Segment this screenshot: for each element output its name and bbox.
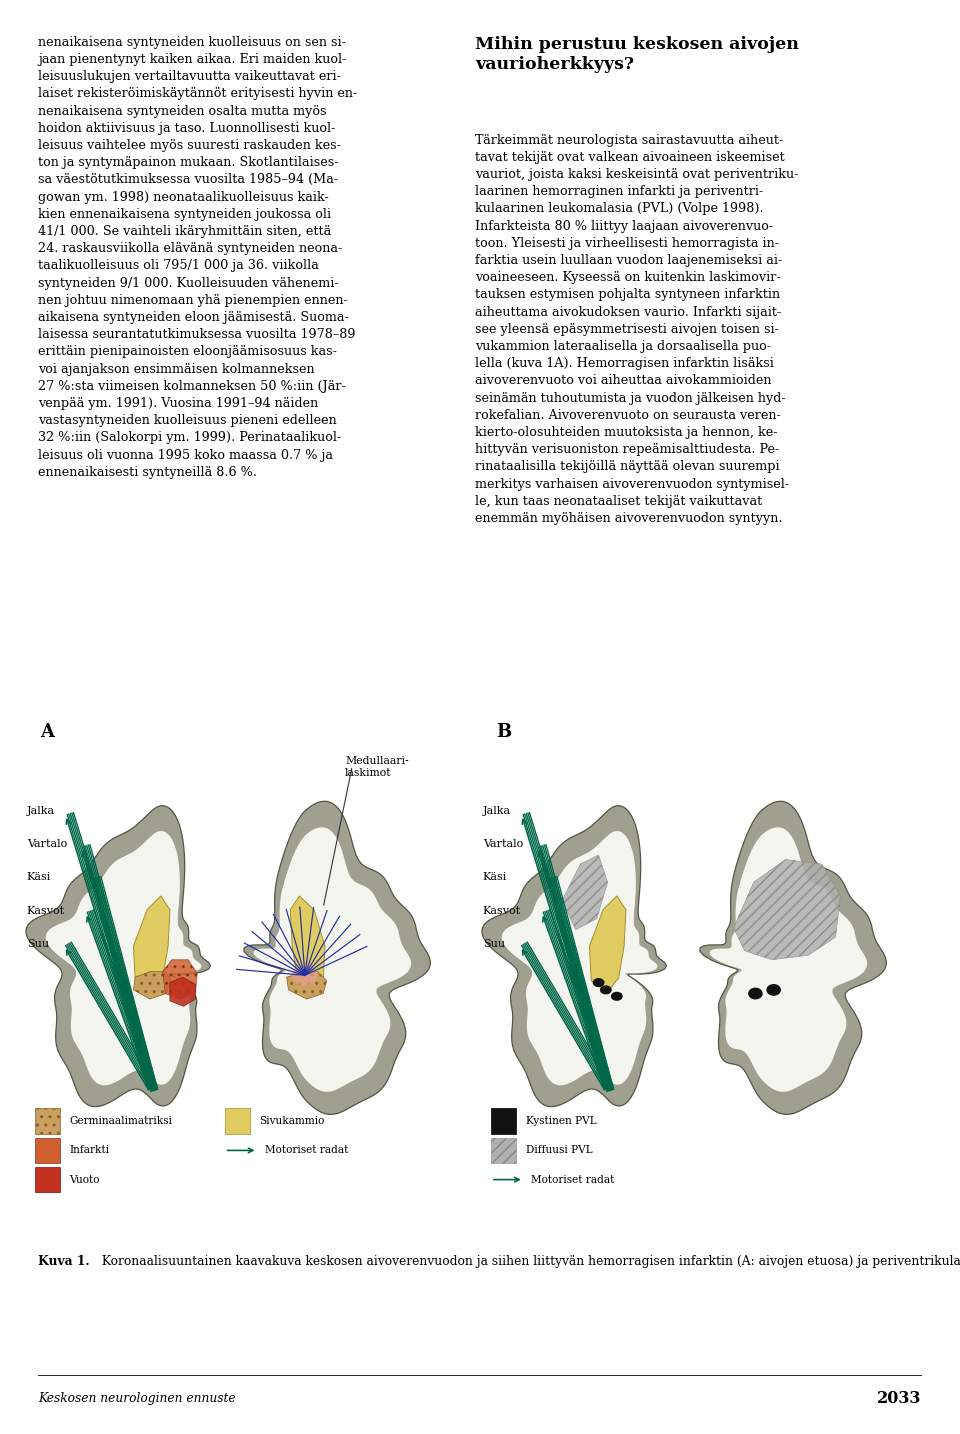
Text: Jalka: Jalka — [483, 806, 511, 816]
FancyBboxPatch shape — [35, 1108, 60, 1134]
Text: Kasvot: Kasvot — [27, 906, 65, 916]
Polygon shape — [244, 802, 430, 1114]
Ellipse shape — [748, 988, 762, 999]
Text: Kasvot: Kasvot — [483, 906, 521, 916]
Polygon shape — [482, 806, 666, 1107]
Ellipse shape — [292, 965, 318, 985]
Text: Kystinen PVL: Kystinen PVL — [526, 1116, 596, 1126]
Polygon shape — [170, 977, 196, 1007]
FancyBboxPatch shape — [35, 1167, 60, 1192]
Polygon shape — [253, 827, 411, 1091]
FancyBboxPatch shape — [35, 1137, 60, 1163]
Text: Suu: Suu — [27, 939, 49, 949]
Polygon shape — [46, 832, 202, 1086]
Polygon shape — [563, 855, 608, 929]
FancyBboxPatch shape — [491, 1108, 516, 1134]
FancyBboxPatch shape — [491, 1137, 516, 1163]
Text: Jalka: Jalka — [27, 806, 55, 816]
FancyBboxPatch shape — [225, 1108, 251, 1134]
Ellipse shape — [766, 984, 781, 995]
Polygon shape — [162, 959, 198, 999]
Text: Medullaari-
laskimot: Medullaari- laskimot — [345, 756, 409, 779]
Polygon shape — [287, 972, 326, 999]
Text: Motoriset radat: Motoriset radat — [531, 1174, 614, 1184]
Polygon shape — [733, 859, 840, 959]
Polygon shape — [589, 896, 626, 992]
Ellipse shape — [592, 978, 605, 987]
Text: Keskosen neurologinen ennuste: Keskosen neurologinen ennuste — [38, 1391, 236, 1405]
Text: Koronaalisuuntainen kaavakuva keskosen aivoverenvuodon ja siihen liittyvän hemor: Koronaalisuuntainen kaavakuva keskosen a… — [99, 1255, 960, 1268]
Polygon shape — [290, 896, 324, 992]
Text: Motoriset radat: Motoriset radat — [265, 1146, 348, 1156]
Text: Vartalo: Vartalo — [27, 839, 67, 849]
Ellipse shape — [600, 985, 612, 994]
Polygon shape — [709, 827, 867, 1091]
Text: Käsi: Käsi — [27, 872, 51, 882]
Text: Tärkeimmät neurologista sairastavuutta aiheut-
tavat tekijät ovat valkean aivoai: Tärkeimmät neurologista sairastavuutta a… — [475, 133, 799, 525]
Text: Kuva 1.: Kuva 1. — [38, 1255, 90, 1268]
Text: Mihin perustuu keskosen aivojen
vaurioherkkyys?: Mihin perustuu keskosen aivojen vauriohe… — [475, 36, 799, 73]
Text: Suu: Suu — [483, 939, 505, 949]
Text: A: A — [40, 723, 55, 741]
Polygon shape — [700, 802, 886, 1114]
Polygon shape — [502, 832, 658, 1086]
Text: Vartalo: Vartalo — [483, 839, 523, 849]
Text: Diffuusi PVL: Diffuusi PVL — [526, 1146, 592, 1156]
Text: Vuoto: Vuoto — [69, 1174, 100, 1184]
Polygon shape — [133, 972, 172, 999]
Text: Infarkti: Infarkti — [69, 1146, 109, 1156]
Text: 2033: 2033 — [877, 1390, 922, 1407]
Ellipse shape — [611, 992, 623, 1001]
Polygon shape — [26, 806, 210, 1107]
Text: nenaikaisena syntyneiden kuolleisuus on sen si-
jaan pienentynyt kaiken aikaa. E: nenaikaisena syntyneiden kuolleisuus on … — [38, 36, 358, 479]
Polygon shape — [133, 896, 170, 992]
Text: B: B — [496, 723, 512, 741]
Text: Käsi: Käsi — [483, 872, 507, 882]
Text: Germinaalimatriksi: Germinaalimatriksi — [69, 1116, 173, 1126]
Text: Sivukammio: Sivukammio — [259, 1116, 324, 1126]
